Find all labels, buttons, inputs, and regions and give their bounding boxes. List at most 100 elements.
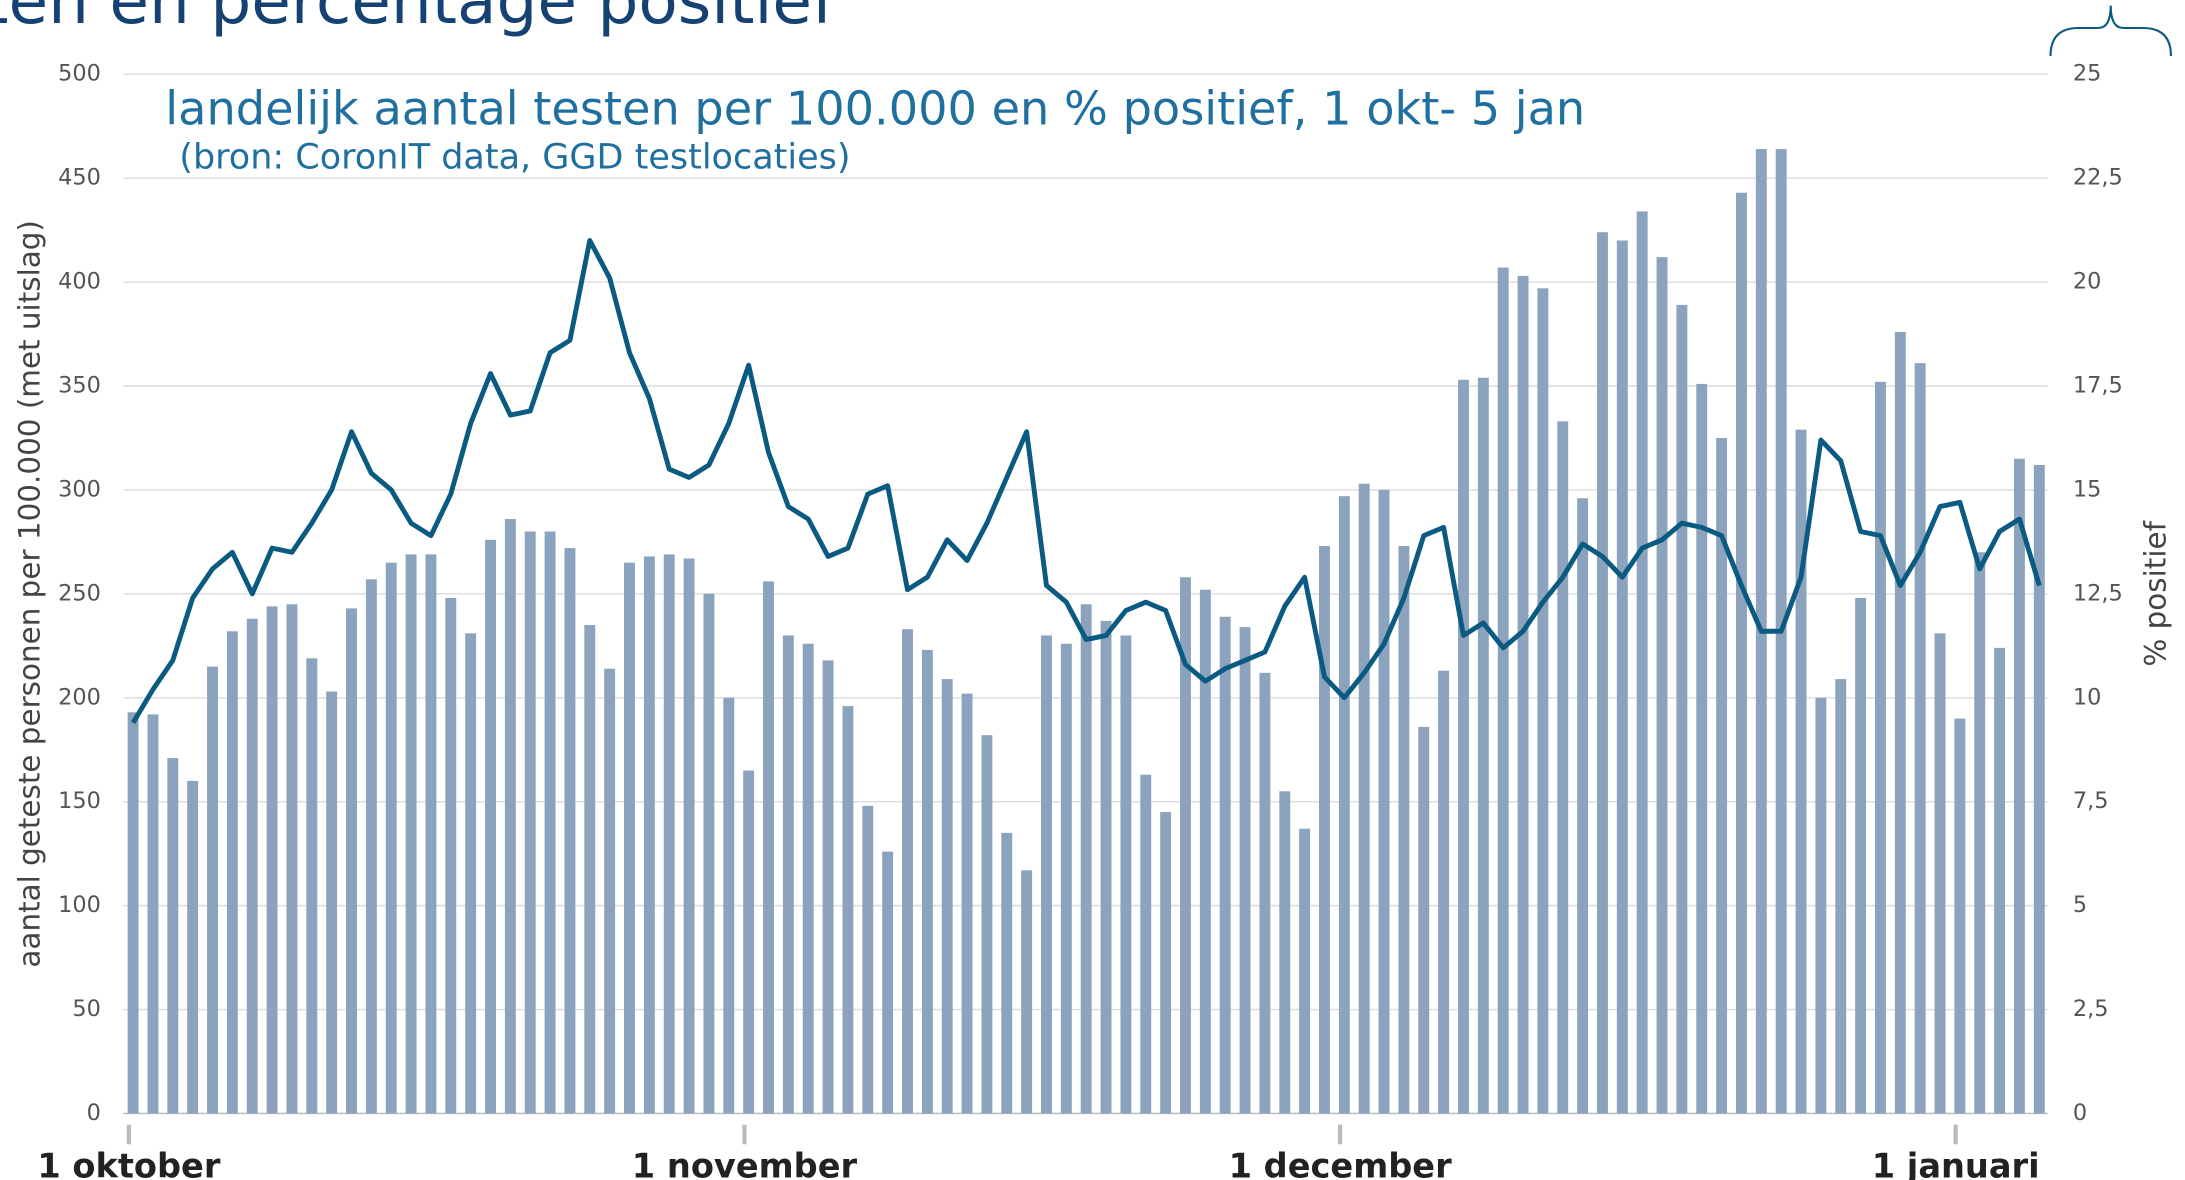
bar — [902, 629, 913, 1114]
bar — [504, 519, 516, 1114]
bar — [1735, 192, 1747, 1114]
bar — [1378, 489, 1390, 1114]
bar — [1874, 381, 1886, 1114]
bar — [802, 643, 814, 1114]
bar — [544, 531, 556, 1114]
bar — [862, 805, 874, 1114]
bar — [1299, 828, 1311, 1114]
y2-tick-label: 2,5 — [2073, 996, 2109, 1022]
y-tick-label: 500 — [58, 61, 101, 87]
bar — [842, 706, 854, 1114]
bar — [425, 554, 437, 1114]
bar — [981, 735, 993, 1114]
y2-axis-label: % positief — [2138, 520, 2172, 666]
bar — [1716, 437, 1728, 1114]
bar — [604, 668, 616, 1114]
y2-tick-label: 10 — [2073, 684, 2102, 710]
bar — [1994, 647, 2006, 1114]
y-tick-label: 300 — [58, 476, 101, 502]
bar — [1497, 267, 1509, 1114]
bar — [1160, 812, 1172, 1114]
bar — [1577, 498, 1589, 1114]
bar — [2033, 464, 2045, 1114]
bar — [1239, 627, 1251, 1114]
bar — [385, 562, 397, 1114]
bar — [286, 604, 298, 1114]
bar — [1199, 589, 1211, 1114]
bar — [1537, 288, 1549, 1114]
source-note: (bron: CoronIT data, GGD testlocaties) — [179, 137, 850, 177]
bar — [743, 770, 755, 1114]
bar — [524, 531, 536, 1114]
y2-tick-label: 17,5 — [2073, 373, 2123, 399]
bar — [703, 593, 715, 1114]
bar — [2013, 458, 2025, 1114]
bar — [822, 660, 834, 1114]
bar — [346, 608, 357, 1114]
line — [130, 238, 2042, 724]
bar — [485, 539, 496, 1114]
bar — [882, 851, 894, 1114]
bar — [763, 581, 774, 1114]
bar — [1954, 718, 1966, 1114]
bar — [1398, 546, 1410, 1114]
bar — [326, 691, 338, 1114]
bar — [246, 618, 258, 1114]
bar — [1597, 232, 1608, 1114]
y-axis-label: aantal geteste personen per 100.000 (met… — [12, 220, 46, 968]
bar — [1835, 679, 1847, 1114]
bar — [306, 658, 318, 1114]
y-tick-label: 400 — [58, 269, 101, 295]
bar — [941, 679, 953, 1114]
bar — [1338, 496, 1350, 1114]
bar — [1636, 211, 1648, 1114]
bar — [1517, 275, 1529, 1114]
bar — [1795, 429, 1807, 1114]
y2-tick-label: 25 — [2073, 61, 2102, 87]
bar — [1855, 598, 1867, 1114]
bar — [207, 666, 218, 1114]
bar — [127, 712, 139, 1114]
bar — [1458, 379, 1469, 1114]
bar — [1616, 240, 1628, 1114]
bar — [564, 548, 576, 1114]
y2-tick-label: 7,5 — [2073, 788, 2109, 814]
bar — [1060, 643, 1072, 1114]
bar — [1219, 616, 1231, 1114]
bar — [1021, 870, 1033, 1114]
y-tick-label: 350 — [58, 373, 101, 399]
bar — [167, 758, 179, 1114]
y2-tick-label: 15 — [2073, 476, 2102, 502]
bar — [683, 558, 695, 1114]
bar — [1259, 672, 1271, 1114]
bar — [365, 579, 377, 1114]
chart-subtitle: landelijk aantal testen per 100.000 en %… — [165, 82, 1585, 136]
x-tick-label: 1 januari — [1872, 1147, 2040, 1180]
bar — [1418, 726, 1430, 1114]
bar — [1477, 377, 1489, 1114]
y-tick-label: 450 — [58, 165, 101, 191]
bar — [1358, 483, 1370, 1114]
bars — [127, 149, 2045, 1114]
bar — [643, 556, 655, 1114]
bar — [1319, 546, 1330, 1114]
y2-tick-label: 20 — [2073, 269, 2102, 295]
bar — [1676, 304, 1688, 1114]
bar — [405, 554, 417, 1114]
bar — [1696, 383, 1708, 1114]
bar — [266, 606, 278, 1114]
bar — [445, 598, 457, 1114]
bar — [723, 697, 735, 1114]
bar — [1279, 791, 1291, 1114]
brace — [2049, 5, 2173, 57]
bar — [147, 714, 159, 1114]
bar — [624, 562, 635, 1114]
bar — [1001, 832, 1013, 1114]
bar — [1934, 633, 1946, 1114]
x-tick-label: 1 oktober — [37, 1147, 221, 1180]
chart-title: ten en percentage positief — [0, 0, 836, 39]
bar — [1974, 552, 1986, 1114]
y-tick-label: 250 — [58, 580, 101, 606]
